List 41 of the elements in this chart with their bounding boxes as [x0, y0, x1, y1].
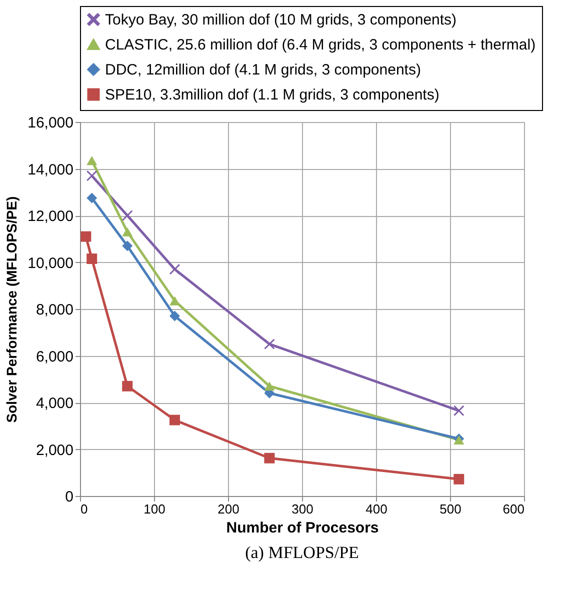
- point: [169, 310, 180, 322]
- point: [264, 452, 275, 464]
- x-tick-label: 300: [292, 502, 314, 516]
- point: [122, 380, 133, 392]
- point: [86, 254, 98, 264]
- x-tick-label: 400: [366, 502, 388, 516]
- point: [454, 474, 464, 484]
- point: [122, 240, 133, 252]
- point: [86, 192, 98, 204]
- point: [86, 156, 98, 166]
- text: (a) MFLOPS/PE: [245, 543, 359, 562]
- x-tick-label: 500: [440, 502, 462, 516]
- point: [169, 296, 180, 306]
- x-tick-label: 0: [80, 502, 88, 516]
- y-tick-label: 6,000: [36, 348, 74, 366]
- x-tick-label: 200: [218, 502, 240, 516]
- y-tick-label: 8,000: [36, 302, 74, 318]
- point: [80, 231, 92, 242]
- x-axis-title: Number of Procesors: [226, 520, 379, 536]
- y-tick-label: 14,000: [28, 161, 74, 178]
- y-tick-label: 16,000: [28, 114, 74, 132]
- point: [122, 210, 133, 221]
- point: [122, 227, 133, 236]
- y-tick-label: 0: [65, 488, 74, 506]
- y-tick-label: 4,000: [36, 395, 74, 412]
- y-tick-label: 10,000: [28, 254, 74, 272]
- legend-label: DDC, 12million dof (4.1 M grids, 3 components): [105, 62, 421, 78]
- point: [264, 382, 275, 391]
- y-tick-label: 2,000: [36, 442, 74, 459]
- x-tick-label: 100: [144, 502, 166, 516]
- legend-label: CLASTIC, 25.6 million dof (6.4 M grids, 3 components + thermal): [105, 36, 536, 54]
- legend-label: Tokyo Bay, 30 million dof (10 M grids, 3 components): [105, 12, 457, 28]
- point: [264, 338, 275, 350]
- x-tick-label: 600: [502, 502, 524, 516]
- point: [86, 170, 98, 182]
- point: [169, 414, 180, 426]
- y-tick-label: 12,000: [28, 208, 74, 225]
- point: [454, 405, 464, 416]
- legend-label: SPE10, 3.3million dof (1.1 M grids, 3 components): [105, 86, 440, 104]
- point: [169, 264, 180, 275]
- y-axis-title: Solver Performance (MFLOPS/PE): [4, 196, 20, 423]
